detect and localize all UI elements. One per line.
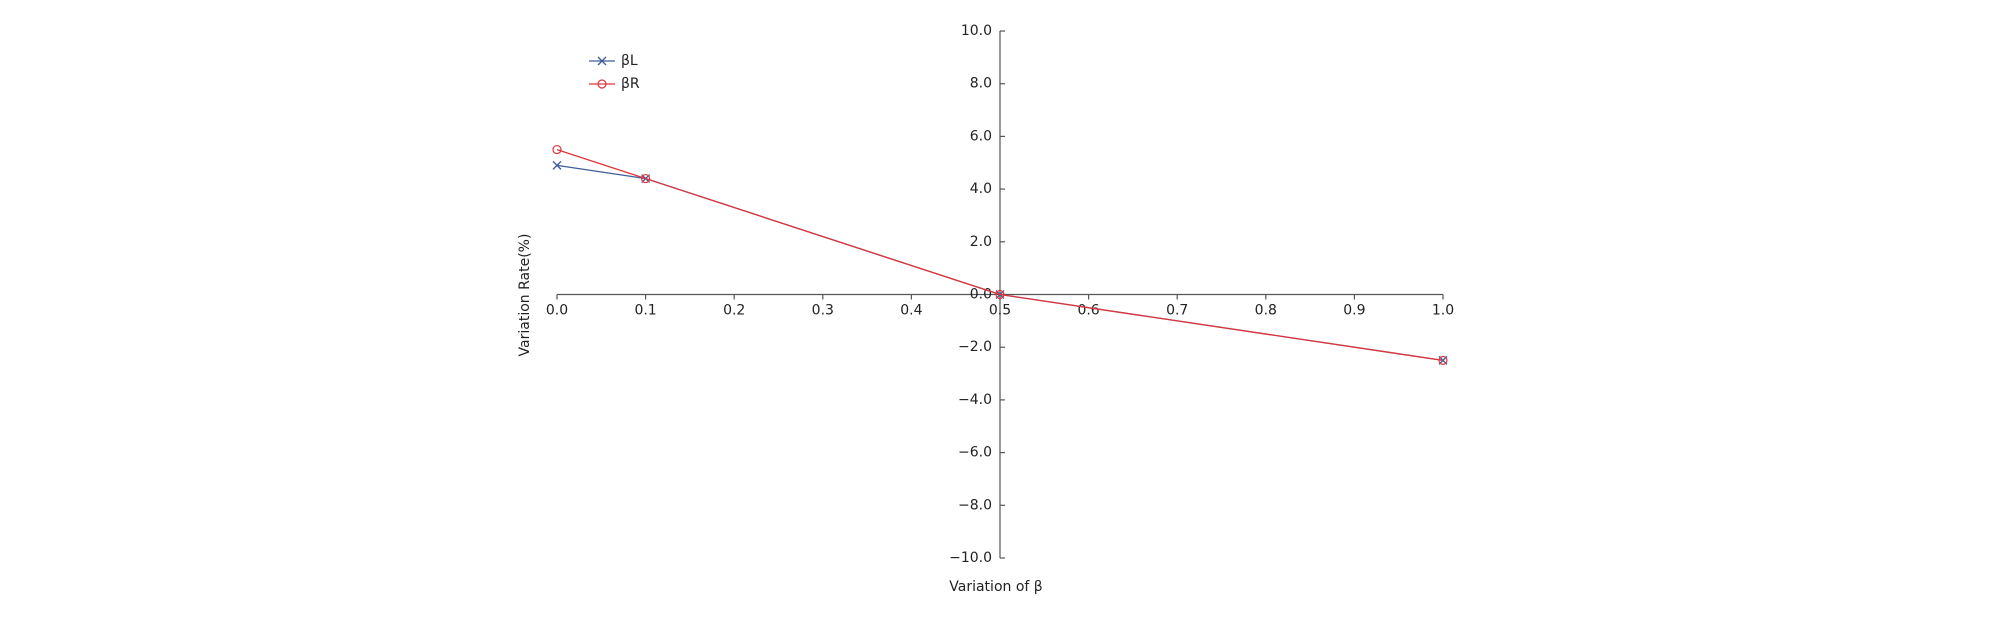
- data-point: [1438, 355, 1448, 365]
- y-tick-label: −6.0: [958, 445, 992, 461]
- y-tick-label: 10.0: [961, 23, 992, 39]
- y-tick-label: −4.0: [958, 392, 992, 408]
- data-point: [552, 160, 562, 170]
- legend-marker: [597, 56, 607, 66]
- legend-label: βL: [621, 53, 638, 69]
- x-tick-label: 0.0: [546, 303, 568, 319]
- x-tick-label: 0.7: [1166, 303, 1188, 319]
- x-tick-label: 0.3: [812, 303, 834, 319]
- y-tick-label: 6.0: [970, 128, 992, 144]
- x-tick-label: 0.6: [1077, 303, 1099, 319]
- y-tick-label: 4.0: [970, 181, 992, 197]
- x-tick-label: 1.0: [1432, 303, 1454, 319]
- data-point: [552, 144, 562, 155]
- x-axis-title: Variation of β: [949, 579, 1042, 595]
- y-tick-label: 8.0: [970, 76, 992, 92]
- y-tick-label: −2.0: [958, 339, 992, 355]
- x-tick-label: 0.8: [1255, 303, 1277, 319]
- data-point: [640, 173, 651, 184]
- series-line: [556, 148, 1444, 362]
- y-tick-label: −8.0: [958, 497, 992, 513]
- legend-marker: [597, 79, 607, 89]
- legend-label: βR: [621, 76, 640, 92]
- x-tick-label: 0.4: [900, 303, 922, 319]
- y-axis-title: Variation Rate(%): [517, 234, 533, 357]
- data-point: [995, 289, 1005, 300]
- x-tick-label: 0.1: [634, 303, 656, 319]
- x-tick-label: 0.2: [723, 303, 745, 319]
- x-tick-label: 0.9: [1343, 303, 1365, 319]
- y-tick-label: −10.0: [949, 550, 992, 566]
- y-tick-label: 2.0: [970, 234, 992, 250]
- x-tick-label: 0.5: [989, 303, 1011, 319]
